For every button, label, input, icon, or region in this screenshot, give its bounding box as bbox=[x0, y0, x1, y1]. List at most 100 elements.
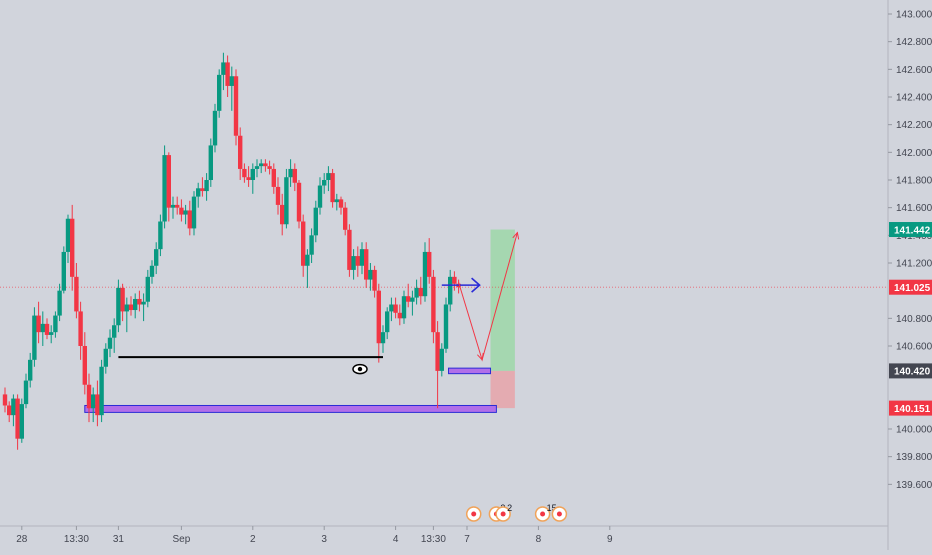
stop-zone bbox=[490, 370, 515, 409]
price-label-text: 141.442 bbox=[894, 225, 931, 236]
candle-body bbox=[406, 296, 411, 302]
candle-body bbox=[11, 398, 16, 416]
price-tick-label: 142.000 bbox=[896, 148, 932, 159]
candle-body bbox=[19, 404, 24, 439]
candle-body bbox=[162, 155, 167, 222]
candle-body bbox=[305, 254, 310, 266]
candle-body bbox=[389, 304, 394, 312]
candle-body bbox=[414, 287, 419, 298]
candle-body bbox=[334, 199, 339, 203]
candle-body bbox=[99, 366, 104, 416]
candle-body bbox=[44, 323, 50, 335]
time-axis[interactable]: 28 13:30 31 Sep 2 3 4 13:30 7 8 9 bbox=[0, 525, 888, 545]
candle-body bbox=[225, 62, 230, 86]
candle-body bbox=[431, 276, 436, 333]
candle-body bbox=[326, 173, 331, 180]
time-tick-label: 8 bbox=[536, 534, 542, 545]
time-tick-label: Sep bbox=[173, 534, 191, 545]
eye-icon-pupil bbox=[357, 366, 363, 372]
candle-body bbox=[65, 218, 71, 252]
candle-body bbox=[32, 315, 37, 360]
candle-body bbox=[217, 74, 222, 111]
event-marker-dot bbox=[471, 511, 477, 517]
price-tick-label: 140.800 bbox=[896, 314, 932, 325]
candle-body bbox=[448, 276, 453, 305]
candle-body bbox=[296, 182, 302, 222]
candle-body bbox=[351, 256, 356, 270]
candle-body bbox=[82, 346, 87, 385]
support-zone bbox=[84, 404, 497, 413]
candle-body bbox=[179, 207, 184, 215]
candle-body bbox=[233, 76, 239, 136]
candle-body bbox=[137, 298, 142, 305]
projection-arrow-head bbox=[512, 231, 520, 240]
candle-body bbox=[313, 207, 318, 236]
candle-body bbox=[292, 168, 297, 183]
candle-body bbox=[271, 168, 276, 187]
candle-body bbox=[435, 332, 440, 371]
event-marker-dot bbox=[500, 511, 506, 517]
time-tick-label: 9 bbox=[607, 534, 613, 545]
candle-body bbox=[397, 312, 402, 319]
price-tick-label: 140.600 bbox=[896, 342, 932, 353]
time-tick-label: 28 bbox=[16, 534, 28, 545]
candle-body bbox=[422, 251, 428, 297]
candle-body bbox=[393, 304, 398, 313]
candle-body bbox=[246, 177, 251, 180]
blue-arrow-head bbox=[471, 277, 481, 293]
candle-body bbox=[149, 265, 155, 277]
candle-body bbox=[183, 210, 188, 215]
candle-body bbox=[53, 315, 58, 333]
candle-body bbox=[452, 276, 457, 284]
price-tick-label: 142.600 bbox=[896, 65, 932, 76]
candle-body bbox=[284, 177, 289, 225]
event-markers: 2215 bbox=[465, 503, 568, 522]
candle-body bbox=[372, 269, 377, 291]
candle-body bbox=[250, 168, 255, 180]
candle-body bbox=[330, 173, 335, 203]
price-label-text: 141.025 bbox=[894, 283, 931, 294]
candle-body bbox=[124, 304, 129, 312]
candle-body bbox=[107, 337, 113, 349]
time-tick-label: 4 bbox=[393, 534, 399, 545]
candle-body bbox=[200, 188, 205, 192]
candle-body bbox=[170, 204, 176, 208]
entry-zone bbox=[448, 367, 492, 375]
time-tick-label: 2 bbox=[250, 534, 256, 545]
candle-body bbox=[70, 218, 75, 277]
event-marker-dot bbox=[556, 511, 562, 517]
candle-body bbox=[359, 249, 365, 266]
candle-body bbox=[229, 76, 234, 86]
candle-body bbox=[120, 287, 125, 312]
price-tick-label: 139.800 bbox=[896, 452, 932, 463]
price-axis[interactable]: 143.000 142.800 142.600 142.400 142.200 142.0… bbox=[887, 0, 932, 550]
event-marker-count: 2 bbox=[507, 503, 512, 513]
candle-body bbox=[355, 256, 360, 266]
candles-layer bbox=[2, 52, 461, 450]
candle-body bbox=[175, 204, 180, 208]
price-tick-label: 140.000 bbox=[896, 425, 932, 436]
candle-body bbox=[204, 180, 209, 192]
time-tick-label: 13:30 bbox=[64, 534, 89, 545]
candle-body bbox=[74, 276, 79, 312]
candle-body bbox=[254, 166, 260, 169]
candle-body bbox=[401, 296, 407, 319]
candle-body bbox=[301, 221, 306, 266]
price-label-badge bbox=[889, 363, 932, 379]
candle-body bbox=[61, 251, 66, 291]
candle-body bbox=[347, 229, 352, 270]
candle-body bbox=[443, 304, 449, 349]
candle-body bbox=[15, 398, 20, 439]
price-label-text: 140.420 bbox=[894, 367, 931, 378]
price-tick-label: 141.600 bbox=[896, 203, 932, 214]
candle-body bbox=[28, 359, 33, 381]
candle-body bbox=[145, 276, 150, 302]
candle-body bbox=[275, 186, 281, 205]
candle-body bbox=[259, 163, 264, 167]
candle-body bbox=[2, 394, 8, 406]
event-marker-count: 15 bbox=[547, 503, 557, 513]
candle-body bbox=[128, 304, 134, 311]
candle-body bbox=[116, 287, 121, 326]
